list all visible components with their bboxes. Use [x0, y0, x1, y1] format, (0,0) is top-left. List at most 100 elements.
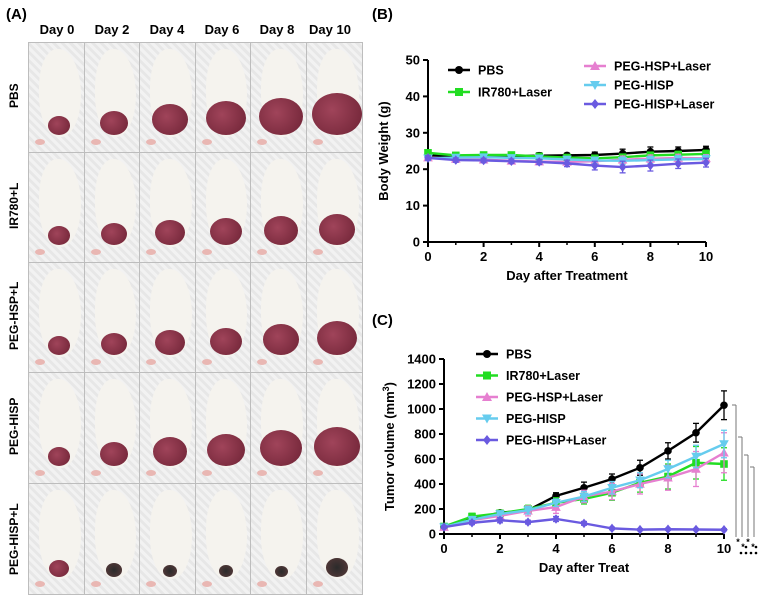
data-point: [590, 61, 600, 70]
y-axis-label-end: ): [382, 382, 397, 386]
data-point: [635, 476, 645, 486]
y-axis-label: Body Weight (g): [376, 101, 391, 200]
x-tick-label: 0: [440, 541, 447, 556]
y-tick-label: 50: [406, 53, 420, 68]
mouse-photo: [250, 262, 307, 373]
y-tick-label: 20: [406, 162, 420, 177]
mouse-photo: [139, 483, 196, 595]
mouse-photo: [194, 262, 252, 373]
y-tick-label: 10: [406, 198, 420, 213]
legend-label: PEG-HSP+Laser: [614, 60, 711, 74]
mouse-photo: [250, 372, 307, 484]
day-header: Day 0: [39, 22, 75, 37]
row-label: PEG-HISP: [7, 397, 21, 455]
data-point: [607, 483, 617, 493]
mouse-photo: [250, 42, 307, 153]
mouse-photo: [194, 152, 252, 263]
tumor-volume-chart: 0 2 4 6 8 10 0 200 400 600 800 1000 1200 1400 Day afte…: [381, 348, 758, 575]
data-point: [691, 464, 701, 473]
x-tick-label: 10: [717, 541, 731, 556]
y-tick-label: 1000: [407, 402, 436, 417]
data-point: [636, 463, 644, 472]
data-point: [719, 440, 729, 449]
data-point: [455, 66, 463, 74]
body-weight-chart: 0 2 4 6 8 10 0 10 20 30 40 50 Day after Treatment Bod…: [376, 53, 715, 284]
legend-label: IR780+Laser: [478, 86, 552, 100]
significance-star: *: [741, 542, 745, 552]
data-point: [495, 510, 505, 519]
data-point: [483, 435, 491, 445]
data-point: [591, 99, 599, 109]
data-point: [663, 465, 673, 474]
mouse-photo: [306, 42, 363, 153]
data-point: [535, 157, 543, 167]
data-point: [483, 371, 491, 380]
data-point: [664, 447, 672, 455]
mouse-photo: [139, 372, 196, 484]
y-axis-label-sup: 3: [381, 386, 391, 391]
x-tick-label: 6: [591, 249, 598, 264]
day-header: Day 10: [309, 22, 351, 37]
mouse-photo: [139, 262, 196, 373]
data-point: [523, 506, 533, 516]
data-point: [507, 156, 516, 166]
legend-label: PEG-HISP+Laser: [506, 434, 607, 448]
day-header: Day 6: [204, 22, 240, 37]
data-point: [482, 392, 492, 401]
data-point: [424, 153, 432, 163]
y-tick-label: 600: [414, 452, 436, 467]
significance-dot: [744, 551, 748, 555]
legend-label: PBS: [478, 64, 504, 78]
x-tick-label: 4: [536, 249, 544, 264]
mouse-photo: [28, 152, 85, 263]
data-point: [551, 498, 561, 508]
data-point: [674, 158, 682, 169]
data-point: [691, 452, 701, 462]
y-tick-label: 0: [429, 527, 436, 542]
legend-label: PEG-HISP: [614, 79, 674, 93]
mouse-photo: [306, 483, 363, 595]
significance-dot: [744, 545, 748, 549]
mouse-photo: [28, 42, 85, 153]
mouse-photo: [250, 152, 307, 263]
data-point: [579, 492, 589, 502]
y-tick-label: 30: [406, 125, 420, 140]
y-tick-label: 0: [413, 235, 420, 250]
mouse-photo: [83, 152, 141, 263]
mouse-photo: [139, 42, 196, 153]
row-label: PEG-HISP+L: [7, 503, 21, 575]
x-tick-label: 2: [496, 541, 503, 556]
mouse-photo: [28, 262, 85, 373]
series-line: [443, 404, 725, 528]
day-header: Day 2: [94, 22, 130, 37]
row-label: IR780+L: [7, 182, 21, 230]
data-point: [524, 517, 532, 527]
legend-label: PEG-HISP: [506, 412, 566, 426]
x-tick-label: 8: [664, 541, 671, 556]
data-point: [455, 88, 463, 96]
data-point: [590, 81, 600, 90]
y-tick-label: 1400: [407, 352, 436, 367]
x-axis-label: Day after Treat: [539, 560, 630, 575]
data-point: [580, 518, 588, 529]
x-tick-label: 4: [552, 541, 560, 556]
significance-dot: [739, 551, 743, 555]
mouse-photo: [306, 262, 363, 373]
data-point: [591, 160, 599, 171]
data-point: [664, 524, 672, 535]
significance-star: *: [736, 537, 740, 547]
significance-dot: [754, 551, 758, 555]
mouse-photo: [139, 152, 196, 263]
x-tick-label: 8: [647, 249, 654, 264]
significance-dot: [749, 551, 753, 555]
legend-label: PEG-HISP+Laser: [614, 98, 715, 112]
mouse-photo: [83, 262, 141, 373]
x-tick-label: 0: [424, 249, 431, 264]
y-tick-label: 40: [406, 89, 420, 104]
data-point: [608, 523, 616, 534]
data-point: [618, 162, 627, 172]
significance-star: *: [751, 542, 755, 552]
y-tick-label: 400: [414, 477, 436, 492]
day-header: Day 4: [149, 22, 185, 37]
x-tick-label: 6: [608, 541, 615, 556]
